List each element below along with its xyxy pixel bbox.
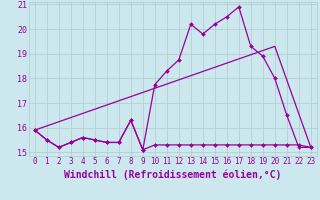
X-axis label: Windchill (Refroidissement éolien,°C): Windchill (Refroidissement éolien,°C) (64, 169, 282, 180)
